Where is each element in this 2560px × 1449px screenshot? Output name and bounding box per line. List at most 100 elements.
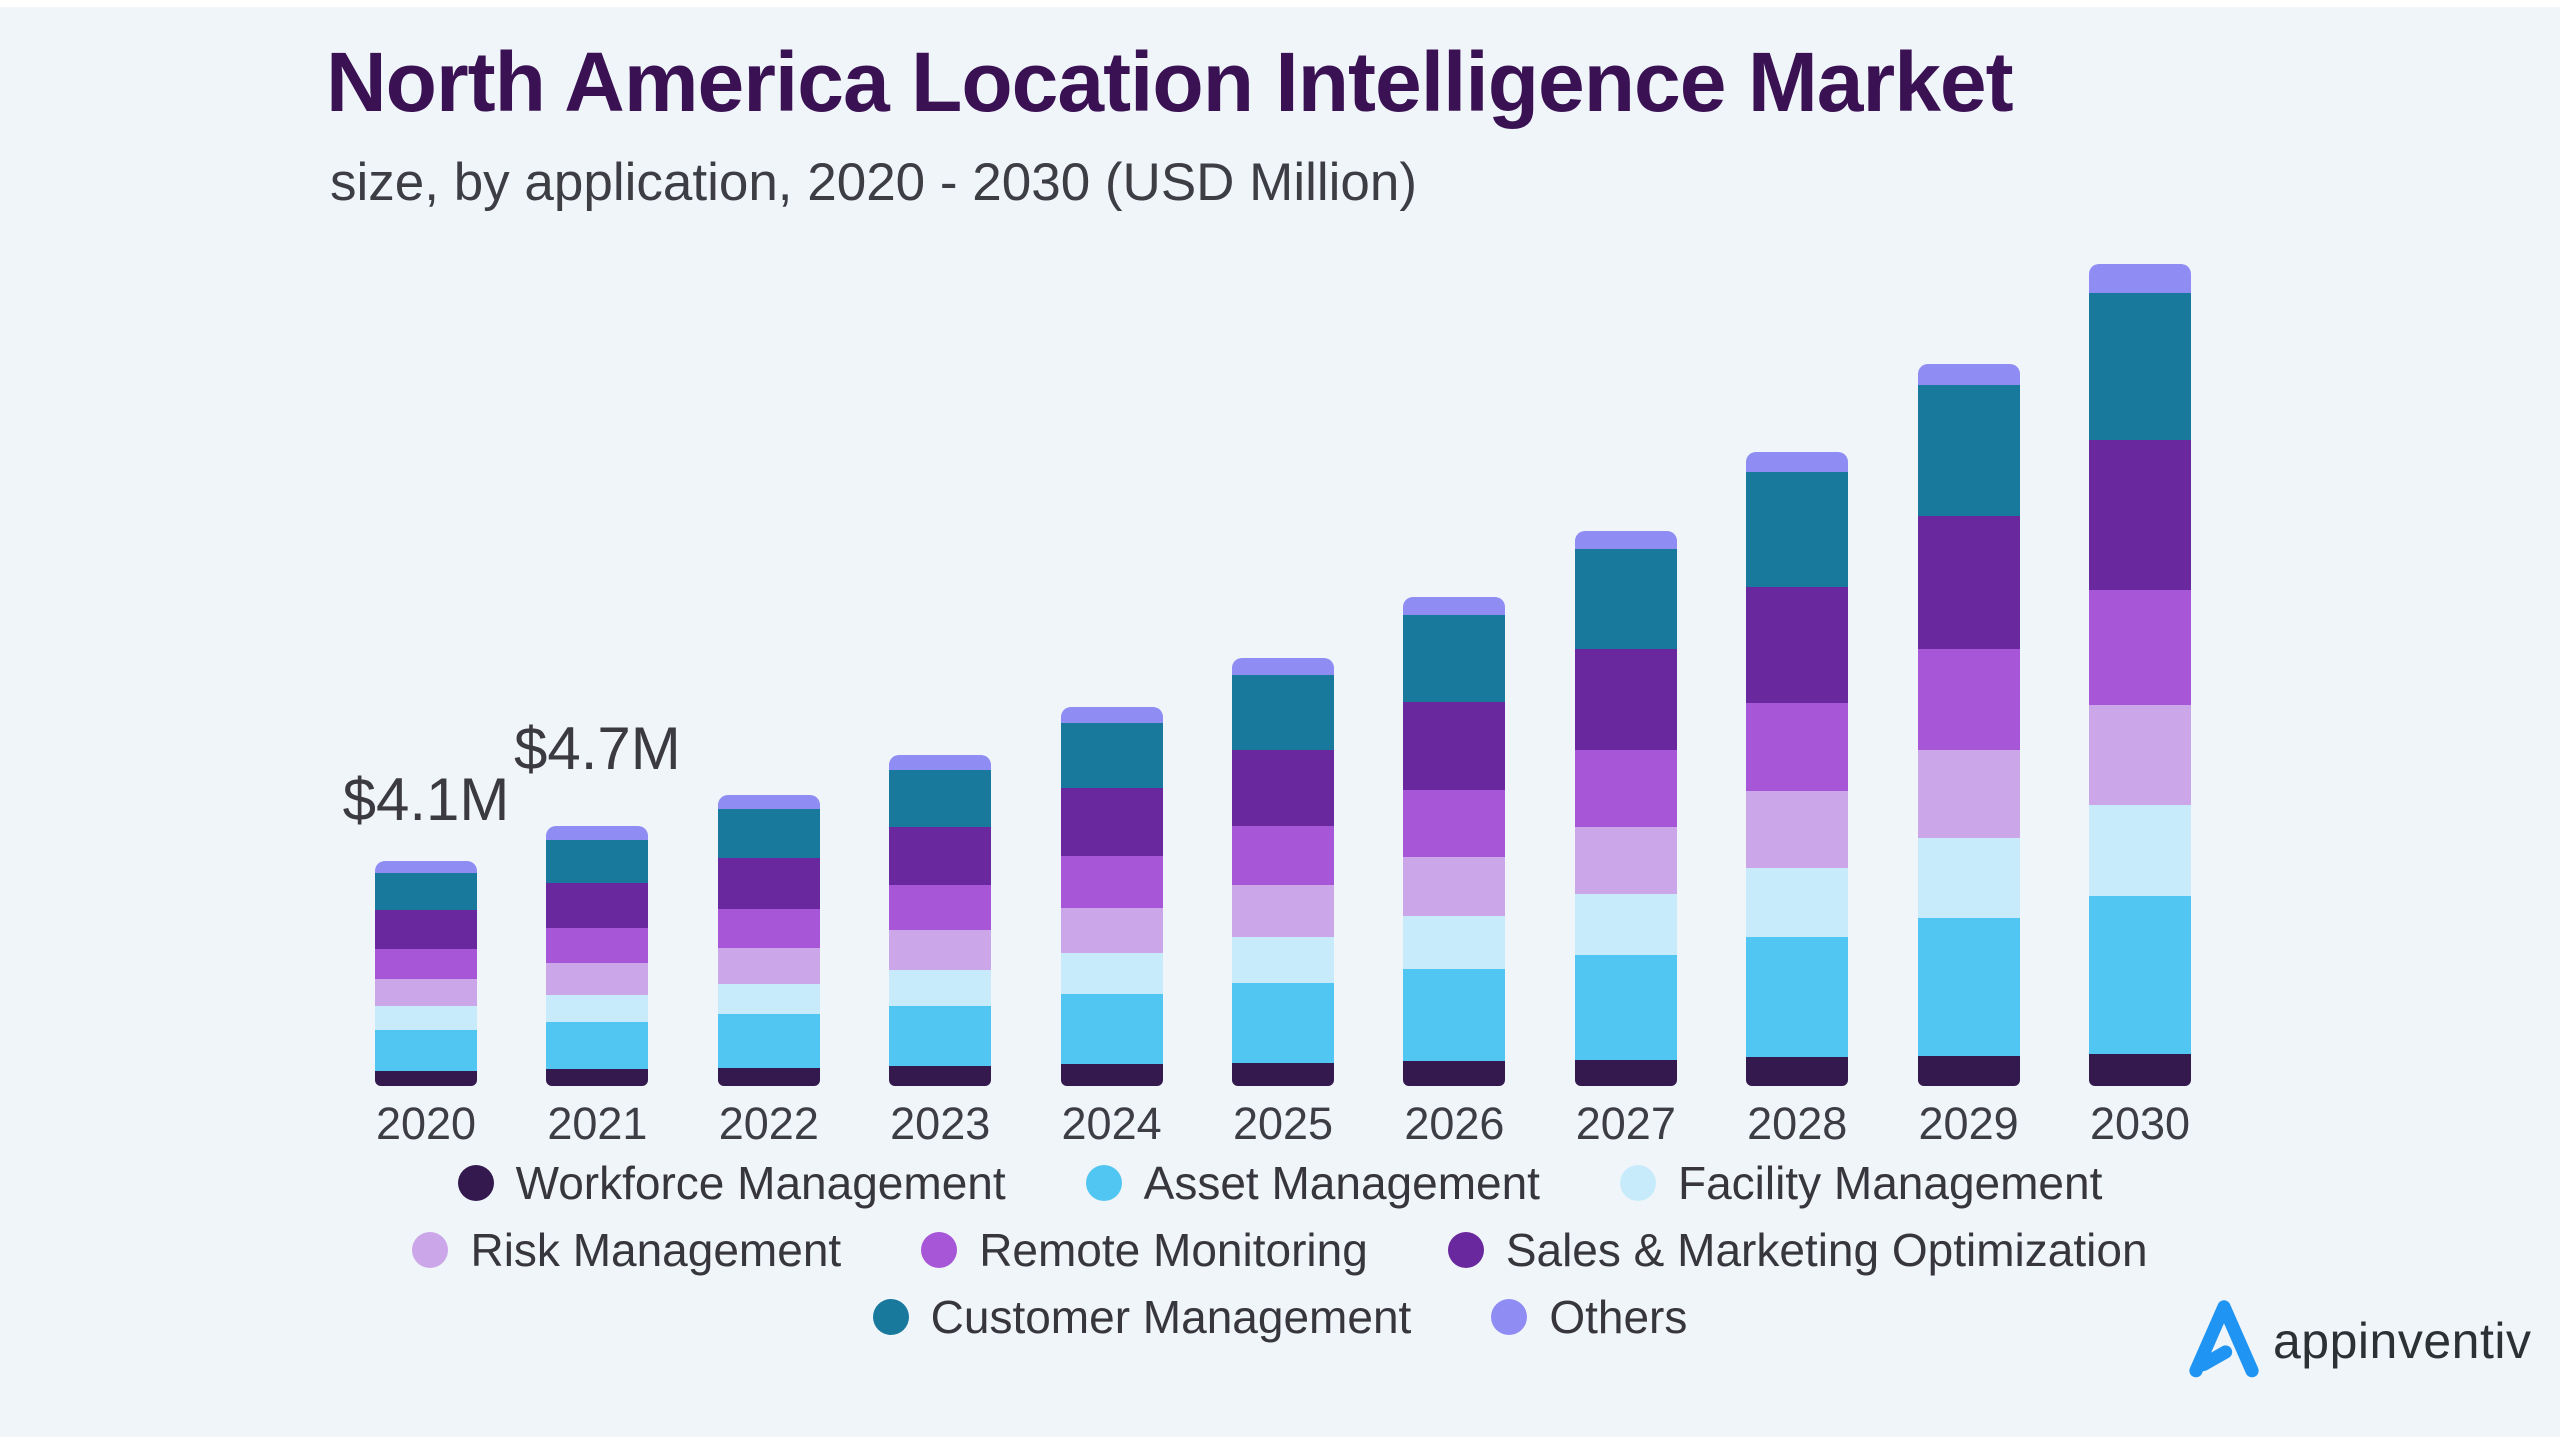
legend-label: Remote Monitoring [979, 1224, 1368, 1276]
segment-remote-monitoring [1232, 826, 1334, 886]
segment-others [1746, 452, 1849, 473]
bottom-white-strip [0, 1437, 2560, 1449]
legend-item-others: Others [1491, 1290, 1687, 1344]
legend-dot-icon [1619, 1165, 1656, 1201]
segment-facility-management [717, 983, 820, 1015]
segment-customer-management [1403, 615, 1506, 702]
segment-workforce-management [546, 1068, 649, 1086]
segment-remote-monitoring [375, 949, 477, 980]
segment-risk-management [546, 963, 649, 995]
segment-facility-management [889, 970, 992, 1006]
segment-others [889, 754, 992, 771]
segment-asset-management [1060, 994, 1163, 1065]
segment-workforce-management [1403, 1061, 1506, 1086]
segment-asset-management [717, 1014, 820, 1068]
x-axis-label-2025: 2025 [1232, 1098, 1334, 1149]
legend-row: Customer Management Others [872, 1290, 1687, 1344]
segment-sales-marketing-optimization [546, 883, 649, 929]
segment-others [2089, 264, 2191, 293]
segment-risk-management [1403, 856, 1506, 916]
legend-dot-icon [1447, 1232, 1484, 1268]
x-axis-label-2027: 2027 [1575, 1098, 1676, 1149]
segment-risk-management [717, 948, 820, 984]
segment-others [546, 826, 649, 840]
x-axis-label-2028: 2028 [1747, 1098, 1848, 1149]
x-axis-label-2024: 2024 [1061, 1098, 1162, 1149]
segment-remote-monitoring [1574, 749, 1677, 827]
segment-remote-monitoring [1746, 702, 1849, 791]
segment-workforce-management [2089, 1054, 2191, 1086]
legend-item-sales-marketing-optimization: Sales & Marketing Optimization [1447, 1223, 2148, 1277]
segment-facility-management [1574, 894, 1677, 955]
segment-workforce-management [889, 1066, 992, 1086]
x-axis-label-2020: 2020 [375, 1098, 477, 1149]
legend-item-workforce-management: Workforce Management [457, 1156, 1006, 1210]
segment-customer-management [2089, 292, 2191, 440]
bar-2026 [1403, 597, 1506, 1086]
segment-sales-marketing-optimization [889, 826, 992, 886]
segment-asset-management [1917, 917, 2020, 1056]
bar-2024 [1060, 706, 1163, 1087]
page-title: North America Location Intelligence Mark… [326, 35, 2014, 129]
segment-sales-marketing-optimization [1746, 586, 1849, 703]
segment-workforce-management [717, 1067, 820, 1086]
segment-customer-management [889, 770, 992, 827]
segment-workforce-management [375, 1070, 477, 1086]
segment-customer-management [1917, 384, 2020, 517]
brand-logo-text: appinventiv [2273, 1312, 2532, 1369]
legend-item-facility-management: Facility Management [1619, 1156, 2103, 1210]
segment-workforce-management [1746, 1057, 1849, 1086]
segment-others [1403, 597, 1506, 616]
legend-label: Facility Management [1677, 1157, 2103, 1209]
bar-2025 [1232, 658, 1334, 1086]
x-axis-label-2029: 2029 [1918, 1098, 2019, 1149]
legend-label: Others [1549, 1291, 1688, 1343]
legend-label: Customer Management [930, 1291, 1412, 1343]
segment-workforce-management [1060, 1064, 1163, 1086]
segment-asset-management [546, 1022, 649, 1069]
segment-asset-management [2089, 895, 2191, 1055]
segment-remote-monitoring [1060, 856, 1163, 908]
bar-2023 [889, 754, 992, 1086]
segment-facility-management [1232, 936, 1334, 984]
x-axis-label-2021: 2021 [547, 1098, 648, 1149]
legend-item-remote-monitoring: Remote Monitoring [921, 1223, 1368, 1277]
segment-asset-management [1232, 983, 1334, 1063]
segment-sales-marketing-optimization [1574, 648, 1677, 750]
segment-remote-monitoring [1403, 789, 1506, 857]
segment-customer-management [375, 872, 477, 910]
segment-facility-management [1917, 837, 2020, 918]
bar-2028 [1746, 452, 1849, 1086]
segment-sales-marketing-optimization [1060, 788, 1163, 857]
segment-asset-management [889, 1005, 992, 1067]
legend-label: Workforce Management [515, 1157, 1006, 1209]
chart-legend: Workforce Management Asset Management Faci… [0, 1156, 2560, 1344]
legend-label: Sales & Marketing Optimization [1505, 1224, 2148, 1276]
segment-sales-marketing-optimization [375, 909, 477, 950]
segment-sales-marketing-optimization [1403, 701, 1506, 790]
bar-2022 [717, 794, 820, 1087]
segment-asset-management [1746, 936, 1849, 1058]
appinventiv-a-mark-icon [2185, 1296, 2263, 1385]
segment-workforce-management [1232, 1062, 1334, 1086]
segment-risk-management [1746, 790, 1849, 868]
segment-facility-management [2089, 804, 2191, 896]
x-axis-label-2023: 2023 [890, 1098, 991, 1149]
legend-dot-icon [872, 1299, 909, 1335]
legend-dot-icon [412, 1232, 449, 1268]
top-white-strip [0, 0, 2560, 7]
bar-2029 [1917, 363, 2020, 1086]
bar-2020 [375, 860, 477, 1087]
segment-workforce-management [1917, 1055, 2020, 1086]
segment-sales-marketing-optimization [1232, 749, 1334, 827]
value-annotation-2021: $4.7M [514, 715, 681, 783]
segment-facility-management [375, 1006, 477, 1030]
segment-risk-management [1232, 885, 1334, 937]
segment-facility-management [1060, 953, 1163, 995]
segment-customer-management [1232, 675, 1334, 750]
segment-facility-management [1403, 916, 1506, 970]
segment-remote-monitoring [717, 908, 820, 949]
segment-others [375, 860, 477, 873]
